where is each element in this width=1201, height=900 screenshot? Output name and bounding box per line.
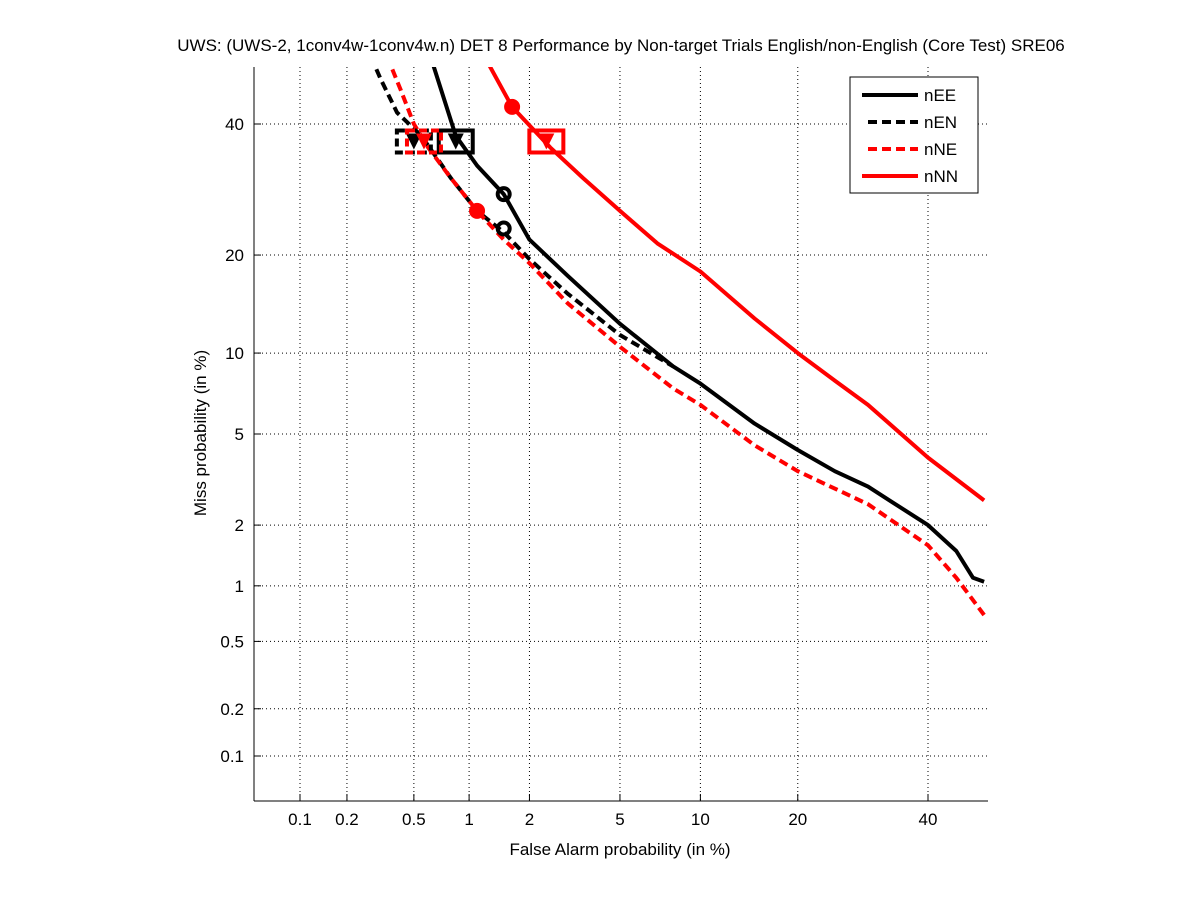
dcf-triangle-marker-nNN <box>538 133 555 150</box>
x-tick-label: 40 <box>919 810 938 829</box>
circle-marker-nNE <box>469 202 486 219</box>
circle-marker-nEN <box>495 220 512 237</box>
dcf-triangle-marker-nEE <box>447 133 464 150</box>
series-line-nNE <box>389 67 986 617</box>
y-tick-label: 1 <box>235 577 244 596</box>
series-line-nNN <box>487 67 986 502</box>
chart-title: UWS: (UWS-2, 1conv4w-1conv4w.n) DET 8 Pe… <box>177 36 1065 55</box>
x-tick-label: 20 <box>788 810 807 829</box>
legend-label-nNN: nNN <box>924 167 958 186</box>
series-line-nEE <box>431 67 985 584</box>
y-tick-label: 0.5 <box>220 632 244 651</box>
x-tick-label: 10 <box>691 810 710 829</box>
x-tick-label: 1 <box>464 810 473 829</box>
y-tick-label: 0.1 <box>220 747 244 766</box>
x-tick-label: 0.2 <box>335 810 359 829</box>
x-ticks: 0.1 0.2 0.5 1 2 5 10 20 40 <box>288 794 937 829</box>
circle-marker-nEE <box>495 186 512 203</box>
dcf-triangle-marker-nEN <box>405 133 422 150</box>
y-axis-label: Miss probability (in %) <box>191 350 210 516</box>
dcf-box-marker-nNN <box>527 128 566 155</box>
x-axis-label: False Alarm probability (in %) <box>509 840 730 859</box>
y-tick-label: 5 <box>235 425 244 444</box>
legend: nEE nEN nNE nNN <box>849 76 979 194</box>
y-tick-label: 10 <box>225 344 244 363</box>
y-tick-label: 20 <box>225 246 244 265</box>
dcf-box-marker-nEE <box>436 128 475 155</box>
x-tick-label: 0.5 <box>402 810 426 829</box>
dcf-triangle-marker-nNE <box>415 133 432 150</box>
x-tick-label: 5 <box>615 810 624 829</box>
legend-label-nEN: nEN <box>924 113 957 132</box>
y-ticks: 0.1 0.2 0.5 1 2 5 10 20 40 <box>220 115 261 766</box>
y-tick-label: 40 <box>225 115 244 134</box>
x-tick-label: 0.1 <box>288 810 312 829</box>
dcf-box-marker-nNE <box>404 128 443 155</box>
y-tick-label: 0.2 <box>220 700 244 719</box>
circle-marker-nNN <box>504 98 521 115</box>
markers <box>394 98 566 237</box>
y-tick-label: 2 <box>235 516 244 535</box>
legend-label-nEE: nEE <box>924 86 956 105</box>
legend-label-nNE: nNE <box>924 140 957 159</box>
x-tick-label: 2 <box>525 810 534 829</box>
